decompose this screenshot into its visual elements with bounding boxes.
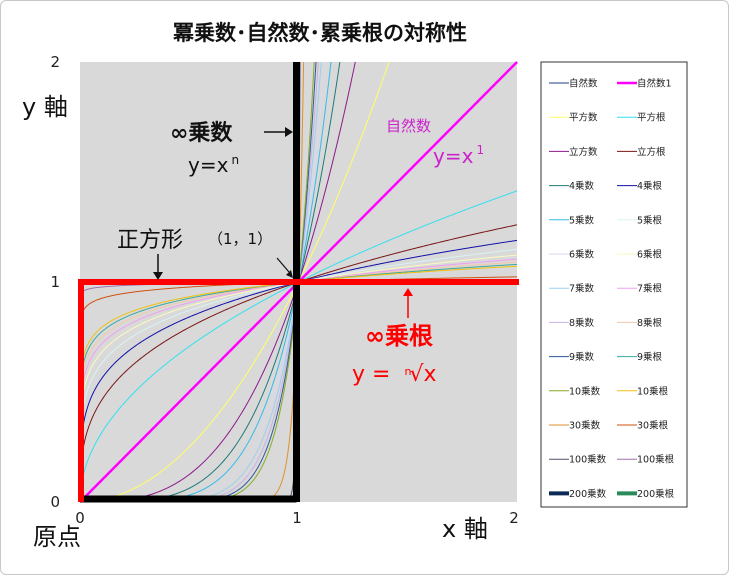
legend-label-8乗数: 8乗数 (569, 317, 595, 329)
legend-label-30乗根: 30乗根 (637, 420, 669, 432)
series-line-平方数 (79, 61, 390, 503)
infinite-power-formula: y=x n (188, 153, 239, 177)
legend-label-7乗根: 7乗根 (637, 283, 663, 295)
square-arrow (153, 254, 163, 280)
y-tick-1: 1 (50, 273, 60, 291)
natural-number-label: 自然数 (386, 117, 431, 135)
infinite-root-arrow (403, 288, 413, 318)
legend-label-4乗根: 4乗根 (637, 180, 663, 192)
x-axis-label: x 軸 (442, 515, 488, 543)
square-label: 正方形 (117, 228, 183, 253)
legend-label-7乗数: 7乗数 (569, 283, 595, 295)
y-tick-2: 2 (50, 53, 60, 71)
chart-title: 冪乗数･自然数･累乗根の対称性 (172, 21, 467, 45)
legend-label-6乗根: 6乗根 (637, 249, 663, 261)
y-axis-label: y 軸 (22, 93, 68, 121)
limit-lines (78, 62, 519, 503)
legend-label-200乗根: 200乗根 (637, 488, 675, 500)
legend-label-自然数: 自然数 (569, 78, 598, 90)
legend-label-30乗数: 30乗数 (569, 420, 601, 432)
natural-number-formula: y=x 1 (433, 143, 484, 168)
legend-label-200乗数: 200乗数 (569, 488, 607, 500)
infinite-power-label: ∞乗数 (170, 120, 233, 146)
legend-label-4乗数: 4乗数 (569, 180, 595, 192)
legend-label-5乗根: 5乗根 (637, 214, 663, 226)
legend-label-10乗数: 10乗数 (569, 385, 601, 397)
y-tick-0: 0 (50, 493, 60, 511)
legend-label-平方数: 平方数 (569, 112, 598, 124)
legend-label-6乗数: 6乗数 (569, 249, 595, 261)
legend-label-5乗数: 5乗数 (569, 214, 595, 226)
legend-label-立方根: 立方根 (637, 146, 666, 158)
legend-label-100乗数: 100乗数 (569, 454, 607, 466)
legend-label-100乗根: 100乗根 (637, 454, 675, 466)
x-tick-0: 0 (75, 509, 85, 527)
infinite-root-label: ∞乗根 (365, 322, 433, 350)
legend-label-平方根: 平方根 (637, 112, 666, 124)
infinite-power-arrow (264, 127, 293, 137)
legend-label-9乗根: 9乗根 (637, 351, 663, 363)
legend-label-9乗数: 9乗数 (569, 351, 595, 363)
origin-label: 原点 (33, 523, 81, 551)
x-tick-1: 1 (292, 509, 302, 527)
infinite-root-formula: y = n√x (352, 362, 436, 387)
legend-label-10乗根: 10乗根 (637, 385, 669, 397)
legend-label-自然数1: 自然数1 (637, 78, 672, 90)
x-tick-2: 2 (509, 509, 519, 527)
legend-box (540, 61, 688, 508)
legend-label-立方数: 立方数 (569, 146, 598, 158)
point-one-one-label: （1，1） (208, 230, 272, 248)
point-arrow (276, 257, 293, 278)
legend-label-8乗根: 8乗根 (637, 317, 663, 329)
